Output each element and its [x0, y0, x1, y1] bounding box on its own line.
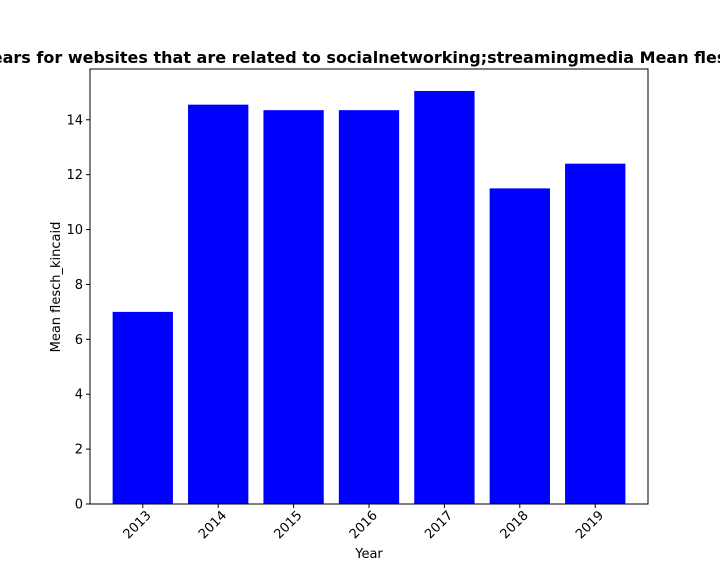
- y-tick-label: 14: [66, 113, 83, 128]
- y-axis-label: Mean flesch_kincaid: [49, 222, 64, 353]
- x-tick-label: 2016: [347, 508, 381, 542]
- bar-2019: [565, 163, 626, 504]
- x-tick-label: 2013: [121, 508, 155, 542]
- y-tick-label: 6: [75, 333, 83, 348]
- x-tick-label: 2015: [271, 508, 305, 542]
- bar-2018: [489, 188, 550, 504]
- x-tick-label: 2014: [196, 508, 230, 542]
- bar-2016: [338, 110, 400, 505]
- y-tick-label: 2: [75, 443, 83, 458]
- y-tick-label: 12: [66, 168, 83, 183]
- bar-2013: [112, 311, 173, 504]
- x-axis-label: Year: [354, 547, 383, 562]
- x-axis: 2013 2014 2015 2016 2017 2018 2019: [121, 504, 607, 542]
- y-tick-label: 10: [66, 223, 83, 238]
- y-tick-label: 4: [75, 388, 83, 403]
- bar-2015: [263, 110, 324, 505]
- y-axis: 0 2 4 6 8 10 12 14: [66, 113, 90, 513]
- chart-title: Mean flesch_kincaid over years for websi…: [0, 48, 720, 67]
- x-tick-label: 2018: [498, 508, 532, 542]
- bar-2017: [414, 90, 475, 504]
- x-tick-label: 2019: [573, 508, 607, 542]
- y-tick-label: 8: [75, 278, 83, 293]
- bar-2014: [188, 104, 249, 505]
- y-tick-label: 0: [75, 498, 83, 513]
- x-tick-label: 2017: [422, 508, 456, 542]
- bars-group: [112, 90, 626, 505]
